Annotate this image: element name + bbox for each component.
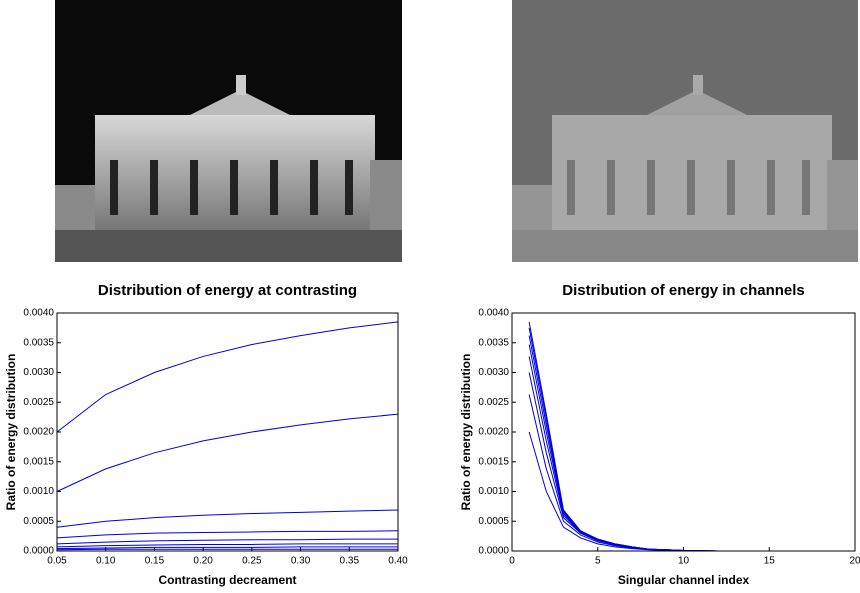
series-line xyxy=(529,356,718,551)
y-tick-label: 0.0005 xyxy=(23,516,54,527)
series-line xyxy=(57,414,398,491)
plot-frame xyxy=(57,313,398,551)
x-tick-label: 0.25 xyxy=(242,556,262,567)
x-tick-label: 0.15 xyxy=(145,556,165,567)
series-line xyxy=(57,531,398,538)
y-tick-label: 0.0035 xyxy=(23,337,54,348)
x-tick-label: 0.35 xyxy=(340,556,360,567)
y-tick-label: 0.0005 xyxy=(478,516,509,527)
y-axis-label: Ratio of energy distribution xyxy=(4,354,18,511)
y-axis-label: Ratio of energy distribution xyxy=(459,354,473,511)
x-tick-label: 15 xyxy=(764,556,776,567)
photo-processed xyxy=(512,0,858,262)
y-tick-label: 0.0025 xyxy=(478,397,509,408)
x-tick-label: 0.05 xyxy=(47,556,67,567)
x-tick-label: 10 xyxy=(678,556,690,567)
series-line xyxy=(57,547,398,549)
y-tick-label: 0.0030 xyxy=(478,367,509,378)
series-line xyxy=(57,510,398,527)
x-tick-label: 0.10 xyxy=(96,556,116,567)
series-line xyxy=(529,395,718,551)
y-tick-label: 0.0025 xyxy=(23,397,54,408)
chart-title: Distribution of energy at contrasting xyxy=(98,282,357,299)
y-tick-label: 0.0020 xyxy=(478,427,509,438)
series-line xyxy=(57,549,398,550)
photo-original xyxy=(55,0,402,262)
x-tick-label: 0.30 xyxy=(291,556,311,567)
y-tick-label: 0.0010 xyxy=(478,486,509,497)
y-tick-label: 0.0000 xyxy=(478,546,509,557)
figure: Distribution of energy at contrasting Con… xyxy=(0,0,860,593)
x-tick-label: 0 xyxy=(509,556,515,567)
x-axis-label: Contrasting decreament xyxy=(158,573,296,587)
y-tick-label: 0.0030 xyxy=(23,367,54,378)
series-line xyxy=(529,373,718,551)
chart-title: Distribution of energy in channels xyxy=(562,282,805,299)
x-tick-label: 5 xyxy=(595,556,601,567)
series-line xyxy=(57,539,398,544)
x-tick-label: 0.20 xyxy=(193,556,213,567)
series-line xyxy=(529,345,718,551)
y-tick-label: 0.0035 xyxy=(478,337,509,348)
x-tick-label: 20 xyxy=(849,556,860,567)
series-line xyxy=(57,322,398,432)
y-tick-label: 0.0015 xyxy=(23,456,54,467)
series-line xyxy=(529,322,718,551)
y-tick-label: 0.0010 xyxy=(23,486,54,497)
page: {"chart_data": [ {"type": "line", "title… xyxy=(0,0,860,593)
y-tick-label: 0.0015 xyxy=(478,456,509,467)
series-line xyxy=(529,328,718,551)
x-axis-label: Singular channel index xyxy=(618,573,750,587)
series-line xyxy=(529,336,718,551)
y-tick-label: 0.0020 xyxy=(23,427,54,438)
x-tick-label: 0.40 xyxy=(388,556,408,567)
y-tick-label: 0.0040 xyxy=(23,308,54,319)
y-tick-label: 0.0040 xyxy=(478,308,509,319)
